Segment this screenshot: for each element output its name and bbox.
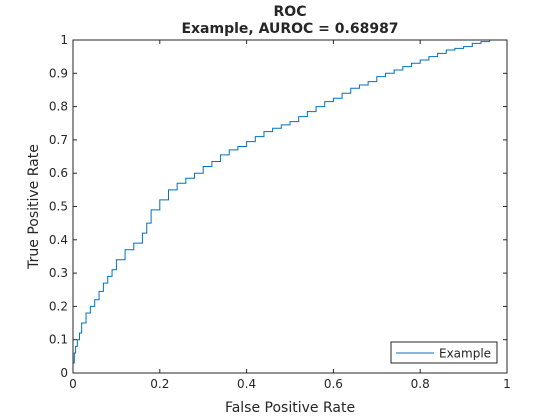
y-axis-label: True Positive Rate	[26, 144, 42, 270]
x-tick-label: 0.2	[150, 377, 169, 391]
y-tick-label: 0.4	[49, 233, 68, 247]
y-tick-label: 0.1	[49, 333, 68, 347]
y-tick-label: 0.8	[49, 100, 68, 114]
chart-title: ROC	[274, 4, 307, 20]
legend-box	[390, 341, 498, 364]
plot-background	[73, 40, 507, 373]
legend: Example	[390, 341, 498, 364]
x-tick-label: 1	[503, 377, 511, 391]
ticks-layer: 0 0.2 0.4 0.6 0.8 1 0 0.1 0.2 0.3 0.4 0.5 0.6 0.7 0.8 0…	[49, 33, 511, 391]
y-tick-label: 0.2	[49, 299, 68, 313]
plot-frame	[72, 39, 508, 374]
roc-curve-line	[72, 39, 507, 373]
y-tick-label: 0.6	[49, 166, 68, 180]
y-tick-label: 0.5	[49, 200, 68, 214]
y-tick-label: 0.9	[49, 66, 68, 80]
y-tick-label: 0.3	[49, 266, 68, 280]
chart-subtitle: Example, AUROC = 0.68987	[181, 21, 398, 37]
x-tick-label: 0.6	[324, 377, 343, 391]
y-tick-label: 0.7	[49, 133, 68, 147]
legend-label: Example	[439, 347, 491, 361]
y-tick-label: 0	[60, 366, 68, 380]
x-tick-label: 0.4	[237, 377, 256, 391]
y-tick-label: 1	[60, 33, 68, 47]
series-layer	[72, 39, 507, 373]
x-tick-label: 0.8	[411, 377, 430, 391]
x-tick-label: 0	[69, 377, 77, 391]
x-axis-label: False Positive Rate	[225, 400, 355, 416]
